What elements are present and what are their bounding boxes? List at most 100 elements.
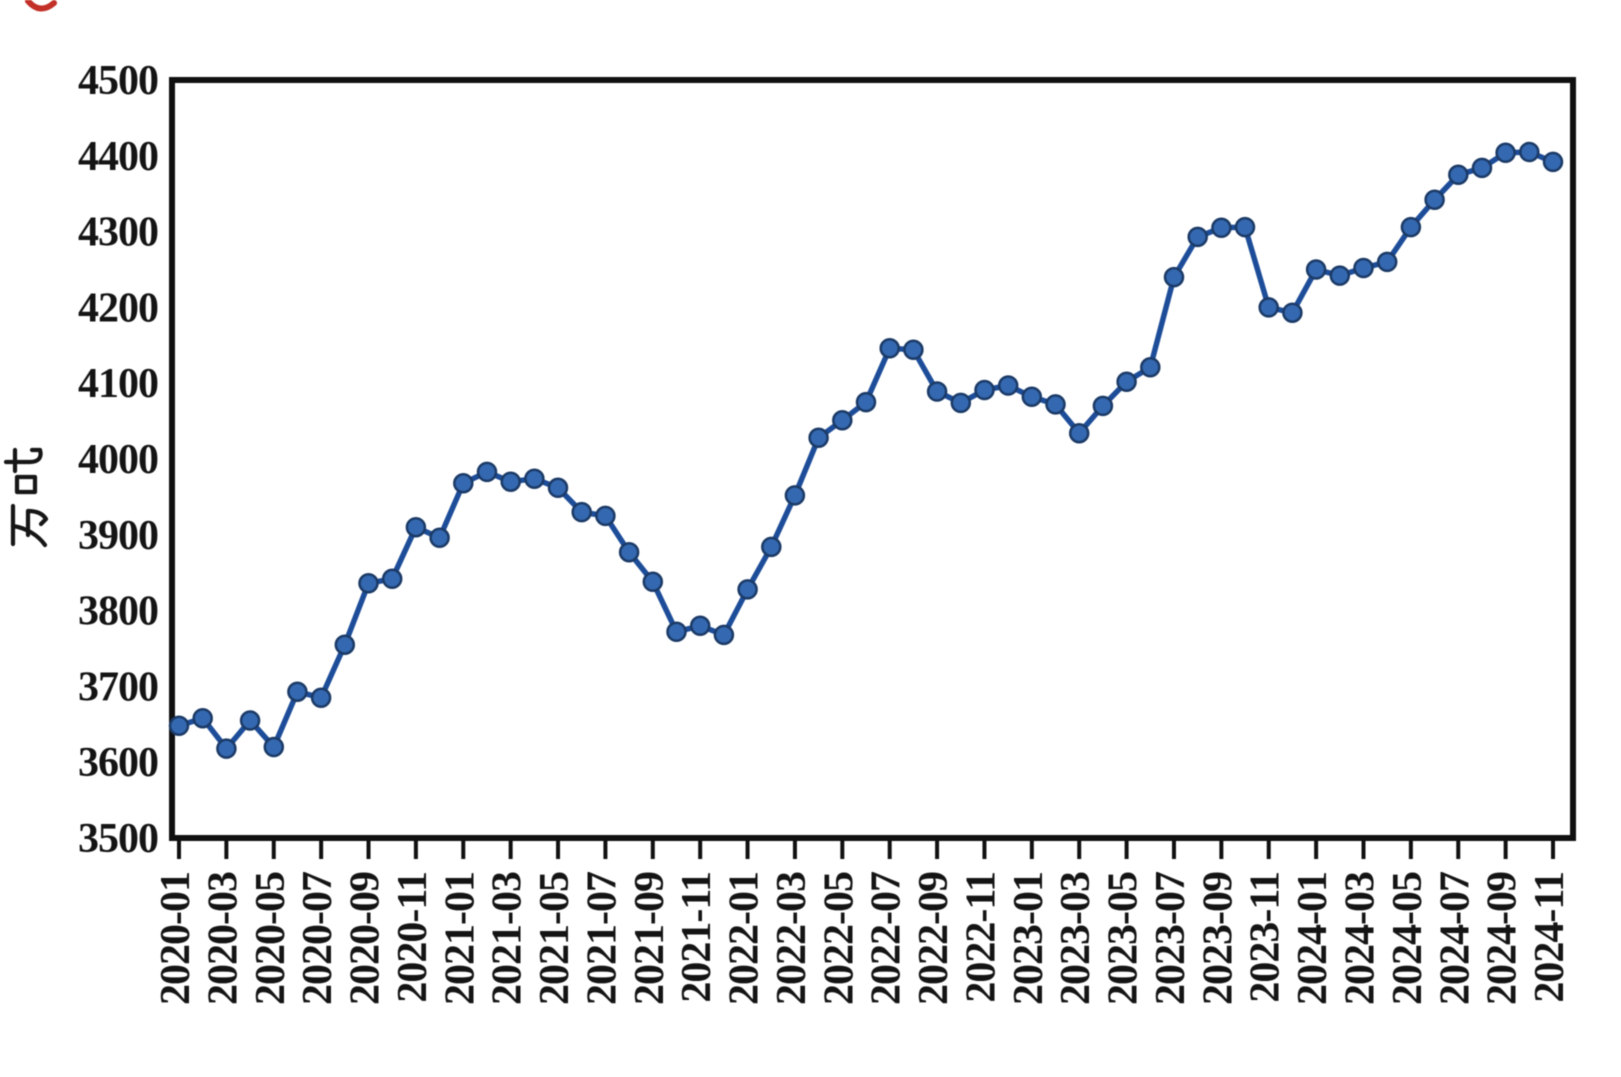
x-tick-label: 2020-07: [295, 872, 341, 1005]
data-point: [1305, 259, 1327, 280]
x-tick-label: 2023-09: [1195, 872, 1241, 1005]
x-tick-label: 2022-09: [911, 872, 957, 1005]
data-point: [761, 536, 782, 558]
data-point: [1092, 395, 1114, 417]
data-point: [1021, 386, 1043, 408]
x-tick-label: 2022-03: [769, 872, 815, 1005]
y-tick-label: 3900: [78, 513, 158, 559]
y-axis-title-char-dun: [3, 447, 43, 495]
data-point: [832, 410, 853, 431]
x-tick-label: 2021-05: [532, 872, 578, 1005]
x-tick-label: 2021-01: [437, 872, 483, 1005]
y-tick-label: 4000: [78, 437, 158, 483]
x-tick-label: 2020-03: [200, 872, 246, 1005]
data-point: [1258, 297, 1279, 318]
data-point: [476, 461, 498, 483]
x-tick-label: 2023-03: [1053, 872, 1099, 1005]
data-point: [287, 681, 308, 702]
data-point: [405, 516, 427, 538]
data-point: [689, 615, 711, 637]
x-tick-label: 2022-07: [864, 872, 910, 1005]
x-tick-label: 2022-11: [958, 872, 1004, 1003]
x-tick-label: 2023-05: [1101, 872, 1147, 1005]
data-point: [358, 573, 379, 594]
data-point: [1140, 357, 1161, 378]
x-tick-label: 2024-09: [1480, 872, 1526, 1005]
data-point: [429, 527, 450, 549]
data-point: [168, 715, 190, 737]
data-point: [595, 505, 616, 527]
data-point: [808, 427, 829, 449]
y-tick-label: 4400: [78, 134, 158, 180]
x-tick-label: 2022-01: [722, 872, 768, 1005]
x-tick-label: 2020-09: [343, 872, 389, 1005]
x-tick-label: 2024-11: [1527, 872, 1573, 1003]
data-point: [334, 634, 356, 655]
data-point: [1329, 265, 1351, 286]
data-point: [950, 392, 972, 414]
x-tick-label: 2020-11: [390, 872, 436, 1003]
data-point: [239, 710, 261, 731]
data-point: [666, 621, 687, 643]
x-tick-label: 2020-01: [153, 872, 199, 1005]
x-tick-label: 2024-03: [1338, 872, 1384, 1005]
data-point: [879, 338, 900, 359]
x-tick-label: 2021-03: [485, 872, 531, 1005]
chart-frame: [169, 77, 1576, 841]
data-point: [547, 477, 569, 499]
x-axis-ticks: [177, 841, 1556, 859]
y-axis-labels: 3500 3600 3700 3800 3900 4000 4100 4200 4300 4400…: [78, 58, 159, 862]
data-point: [1234, 216, 1256, 238]
data-point: [737, 579, 758, 600]
data-point: [1448, 164, 1469, 186]
x-tick-label: 2022-05: [816, 872, 862, 1005]
data-point: [1353, 257, 1374, 279]
data-point: [453, 473, 474, 494]
data-point: [1211, 217, 1232, 239]
x-tick-label: 2021-07: [579, 872, 625, 1005]
plot-area: 3500 3600 3700 3800 3900 4000 4100 4200 4300 4400…: [78, 58, 1576, 1005]
data-point: [1163, 266, 1185, 288]
y-tick-label: 4100: [78, 361, 158, 407]
data-point: [524, 468, 545, 489]
data-point: [1376, 251, 1398, 273]
data-point: [310, 687, 332, 709]
data-point: [997, 375, 1019, 396]
y-axis-title: [3, 447, 49, 548]
y-axis-title-char-wan: [10, 503, 49, 548]
data-point: [1187, 226, 1208, 248]
data-point: [713, 624, 735, 646]
data-point: [1045, 394, 1066, 415]
data-point: [1400, 216, 1422, 238]
data-point: [1068, 422, 1090, 444]
y-tick-label: 3800: [78, 589, 158, 635]
x-tick-label: 2024-07: [1432, 872, 1478, 1005]
data-point: [926, 381, 948, 402]
data-points: [168, 141, 1564, 759]
data-point: [263, 736, 285, 758]
data-point: [642, 571, 664, 593]
y-tick-label: 3600: [78, 740, 158, 786]
x-axis-labels: 2020-01 2020-03 2020-05 2020-07 2020-09 2020-…: [153, 872, 1573, 1005]
x-tick-label: 2021-11: [674, 872, 720, 1003]
y-tick-label: 3500: [78, 816, 158, 862]
x-tick-label: 2024-05: [1385, 872, 1431, 1005]
data-point: [1282, 302, 1303, 323]
data-point: [1424, 189, 1445, 211]
data-point: [1116, 371, 1137, 392]
x-tick-label: 2023-01: [1006, 872, 1052, 1005]
y-tick-label: 3700: [78, 664, 158, 710]
scan-artifact-red-mark: [25, 0, 57, 12]
x-tick-label: 2024-01: [1290, 872, 1336, 1005]
y-tick-label: 4200: [78, 285, 158, 331]
data-point: [855, 391, 877, 413]
data-point: [216, 738, 237, 759]
data-line: [176, 149, 1556, 752]
data-point: [1519, 141, 1540, 163]
data-point: [618, 541, 640, 563]
y-tick-label: 4500: [78, 58, 158, 104]
data-point: [784, 485, 806, 506]
data-point: [192, 707, 213, 729]
